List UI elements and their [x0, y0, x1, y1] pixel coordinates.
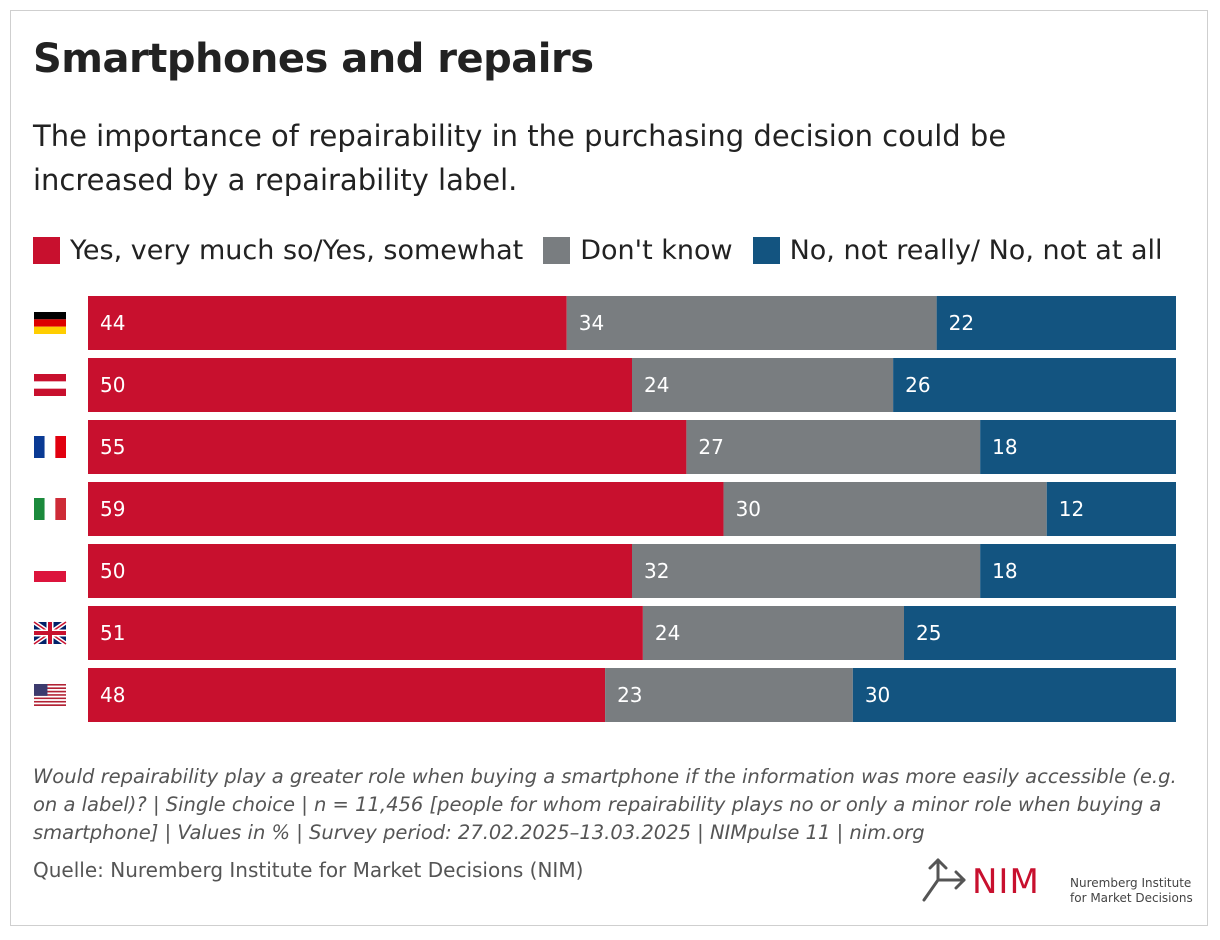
bar-united-states-dont-know: [605, 668, 853, 722]
data-label-poland-dont-know: 32: [644, 559, 669, 583]
bar-france-yes: [88, 420, 687, 474]
legend-item-yes: Yes, very much so/Yes, somewhat: [33, 235, 523, 266]
data-label-united-states-dont-know: 23: [617, 683, 642, 707]
data-label-austria-yes: 50: [100, 373, 125, 397]
bar-italy-yes: [88, 482, 724, 536]
data-label-united-kingdom-no: 25: [916, 621, 941, 645]
bar-united-states-no: [852, 668, 1176, 722]
flag-austria-icon: [34, 374, 66, 396]
bar-austria-dont-know: [632, 358, 894, 412]
data-label-germany-no: 22: [949, 311, 974, 335]
flag-poland-icon: [34, 560, 66, 582]
nim-wordmark: NIM: [972, 862, 1040, 902]
data-label-france-yes: 55: [100, 435, 125, 459]
nim-logo: NIM Nuremberg Institute for Market Decis…: [920, 856, 1200, 910]
chart-subtitle: The importance of repairability in the p…: [33, 119, 1007, 197]
data-label-france-no: 18: [992, 435, 1017, 459]
data-label-italy-yes: 59: [100, 497, 125, 521]
legend: Yes, very much so/Yes, somewhat Don't kn…: [33, 232, 1183, 268]
data-label-italy-dont-know: 30: [736, 497, 761, 521]
footnote: Would repairability play a greater role …: [33, 765, 1177, 844]
bar-poland-yes: [88, 544, 632, 598]
data-label-germany-yes: 44: [100, 311, 125, 335]
bar-austria-no: [893, 358, 1176, 412]
legend-item-no: No, not really/ No, not at all: [752, 234, 1163, 266]
bar-united-states-yes: [88, 668, 606, 722]
nim-arrow-icon: [922, 858, 966, 902]
flag-france-icon: [34, 436, 66, 458]
legend-label-no: No, not really/ No, not at all: [789, 234, 1163, 266]
chart-title: Smartphones and repairs: [33, 36, 594, 82]
data-label-austria-no: 26: [905, 373, 930, 397]
flag-uk-icon: [32, 620, 68, 646]
data-label-germany-dont-know: 34: [579, 311, 604, 335]
bar-united-kingdom-dont-know: [642, 606, 904, 660]
flag-us-icon: [34, 684, 66, 706]
data-label-united-kingdom-yes: 51: [100, 621, 125, 645]
bar-united-kingdom-yes: [88, 606, 643, 660]
flag-italy-icon: [34, 498, 66, 520]
bar-poland-no: [980, 544, 1176, 598]
data-label-poland-yes: 50: [100, 559, 125, 583]
data-label-united-states-yes: 48: [100, 683, 125, 707]
legend-swatch-no: [752, 236, 780, 264]
bar-poland-dont-know: [632, 544, 981, 598]
data-label-poland-no: 18: [992, 559, 1017, 583]
bar-germany-no: [936, 296, 1176, 350]
bar-italy-no: [1046, 482, 1176, 536]
bar-austria-yes: [88, 358, 632, 412]
nim-institute-name: Nuremberg Institute for Market Decisions: [1070, 876, 1193, 905]
legend-swatch-yes: [33, 236, 60, 264]
data-label-united-states-no: 30: [865, 683, 890, 707]
flag-germany-icon: [34, 312, 66, 334]
bar-italy-dont-know: [723, 482, 1047, 536]
bar-united-kingdom-no: [904, 606, 1176, 660]
legend-item-dont-know: Don't know: [543, 234, 733, 266]
data-label-italy-no: 12: [1059, 497, 1084, 521]
legend-label-dont-know: Don't know: [580, 234, 733, 266]
bar-germany-dont-know: [566, 296, 937, 350]
source-note: Quelle: Nuremberg Institute for Market D…: [33, 858, 584, 882]
legend-label-yes: Yes, very much so/Yes, somewhat: [70, 234, 524, 266]
bar-france-dont-know: [686, 420, 981, 474]
data-label-france-dont-know: 27: [698, 435, 723, 459]
bar-france-no: [980, 420, 1176, 474]
bar-germany-yes: [88, 296, 567, 350]
data-label-austria-dont-know: 24: [644, 373, 669, 397]
data-label-united-kingdom-dont-know: 24: [655, 621, 680, 645]
legend-swatch-dont-know: [543, 236, 571, 264]
